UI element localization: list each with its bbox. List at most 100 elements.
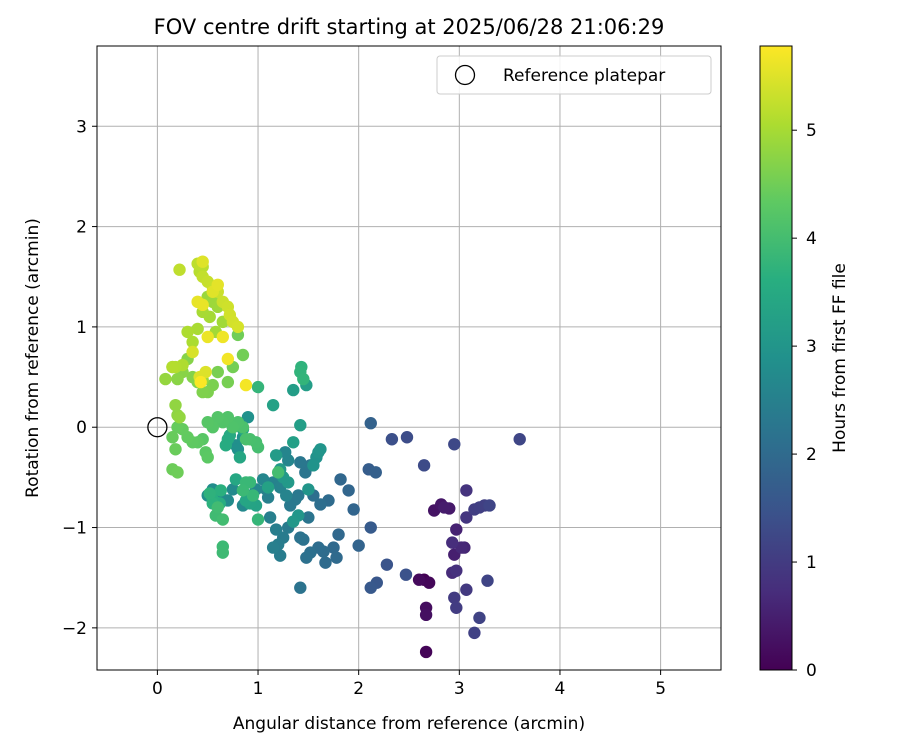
data-point	[342, 484, 355, 497]
legend: Reference platepar	[436, 55, 712, 95]
colorbar-tick-label: 5	[806, 121, 817, 141]
data-point	[448, 438, 461, 451]
data-point	[294, 531, 307, 544]
data-point	[261, 481, 275, 494]
data-point	[294, 419, 307, 432]
data-point	[334, 473, 347, 486]
data-point	[221, 352, 235, 366]
colorbar-tick-label: 4	[806, 229, 817, 249]
legend-box	[436, 55, 712, 95]
y-tick-label: −1	[62, 519, 87, 539]
data-point	[422, 576, 436, 589]
data-point	[196, 255, 209, 268]
data-point	[226, 483, 240, 496]
colorbar	[759, 45, 793, 671]
data-point	[169, 398, 182, 412]
data-point	[483, 499, 496, 512]
data-point	[287, 383, 300, 397]
x-tick-label: 0	[152, 679, 163, 699]
x-tick-label: 1	[253, 679, 264, 699]
data-points	[159, 255, 526, 659]
data-point	[173, 263, 186, 276]
colorbar-tick-label: 1	[806, 553, 817, 573]
data-point	[251, 513, 265, 526]
data-point	[450, 564, 463, 577]
data-point	[266, 398, 280, 412]
data-point	[319, 556, 332, 569]
data-point	[201, 451, 214, 464]
data-point	[380, 558, 394, 571]
data-point	[211, 365, 224, 379]
data-point	[347, 503, 360, 516]
data-point	[194, 375, 207, 389]
data-point	[314, 498, 327, 511]
data-point	[246, 489, 260, 502]
data-point	[460, 583, 473, 596]
data-point	[239, 378, 253, 392]
data-point	[221, 375, 235, 389]
data-point	[273, 549, 287, 562]
data-point	[287, 515, 300, 528]
data-point	[171, 466, 184, 479]
data-point	[450, 601, 463, 615]
data-point	[269, 523, 283, 536]
data-point	[284, 499, 297, 512]
data-point	[211, 410, 224, 424]
data-point	[419, 645, 433, 659]
data-point	[169, 443, 182, 456]
reference-marker-layer	[147, 417, 168, 438]
data-point	[239, 433, 253, 446]
data-point	[236, 348, 250, 362]
data-point	[385, 433, 399, 446]
data-point	[171, 372, 184, 386]
data-point	[460, 511, 473, 524]
data-point	[201, 416, 214, 429]
data-point	[231, 320, 245, 334]
data-point	[241, 410, 255, 424]
data-point	[352, 539, 365, 552]
colorbar-tick-label: 3	[806, 337, 817, 357]
data-point	[513, 433, 526, 446]
data-point	[219, 439, 233, 452]
data-point	[201, 330, 214, 344]
data-point	[417, 459, 431, 472]
y-tick-label: 1	[76, 318, 87, 338]
data-point	[294, 456, 307, 469]
x-tick-label: 2	[353, 679, 364, 699]
data-point	[171, 421, 184, 434]
x-tick-label: 5	[655, 679, 666, 699]
data-point	[446, 536, 459, 549]
data-point	[460, 484, 473, 497]
chart-title: FOV centre drift starting at 2025/06/28 …	[154, 15, 665, 39]
legend-reference-marker	[454, 64, 476, 86]
data-point	[364, 581, 377, 594]
data-point	[166, 360, 179, 374]
data-point	[302, 511, 315, 524]
data-point	[438, 501, 451, 514]
data-point	[364, 417, 377, 430]
data-point	[159, 372, 172, 386]
data-point	[186, 345, 199, 359]
data-point	[302, 483, 315, 496]
data-point	[233, 451, 247, 464]
data-point	[181, 325, 194, 339]
colorbar-ticks: 0 1 2 3 4 5	[792, 121, 817, 681]
y-tick-label: −2	[62, 619, 87, 639]
data-point	[211, 501, 224, 514]
legend-label: Reference platepar	[503, 66, 665, 86]
data-point	[455, 541, 468, 554]
data-point	[412, 573, 426, 586]
data-point	[229, 473, 243, 486]
data-point	[473, 611, 486, 625]
colorbar-tick-label: 0	[806, 661, 817, 681]
data-point	[294, 581, 307, 594]
colorbar-tick-label: 2	[806, 445, 817, 465]
data-point	[468, 626, 481, 640]
reference-platepar-marker	[147, 417, 168, 438]
y-tick-label: 2	[76, 218, 87, 238]
data-point	[263, 511, 277, 524]
y-tick-label: 0	[76, 418, 87, 438]
data-point	[236, 484, 250, 497]
data-point	[332, 528, 345, 541]
